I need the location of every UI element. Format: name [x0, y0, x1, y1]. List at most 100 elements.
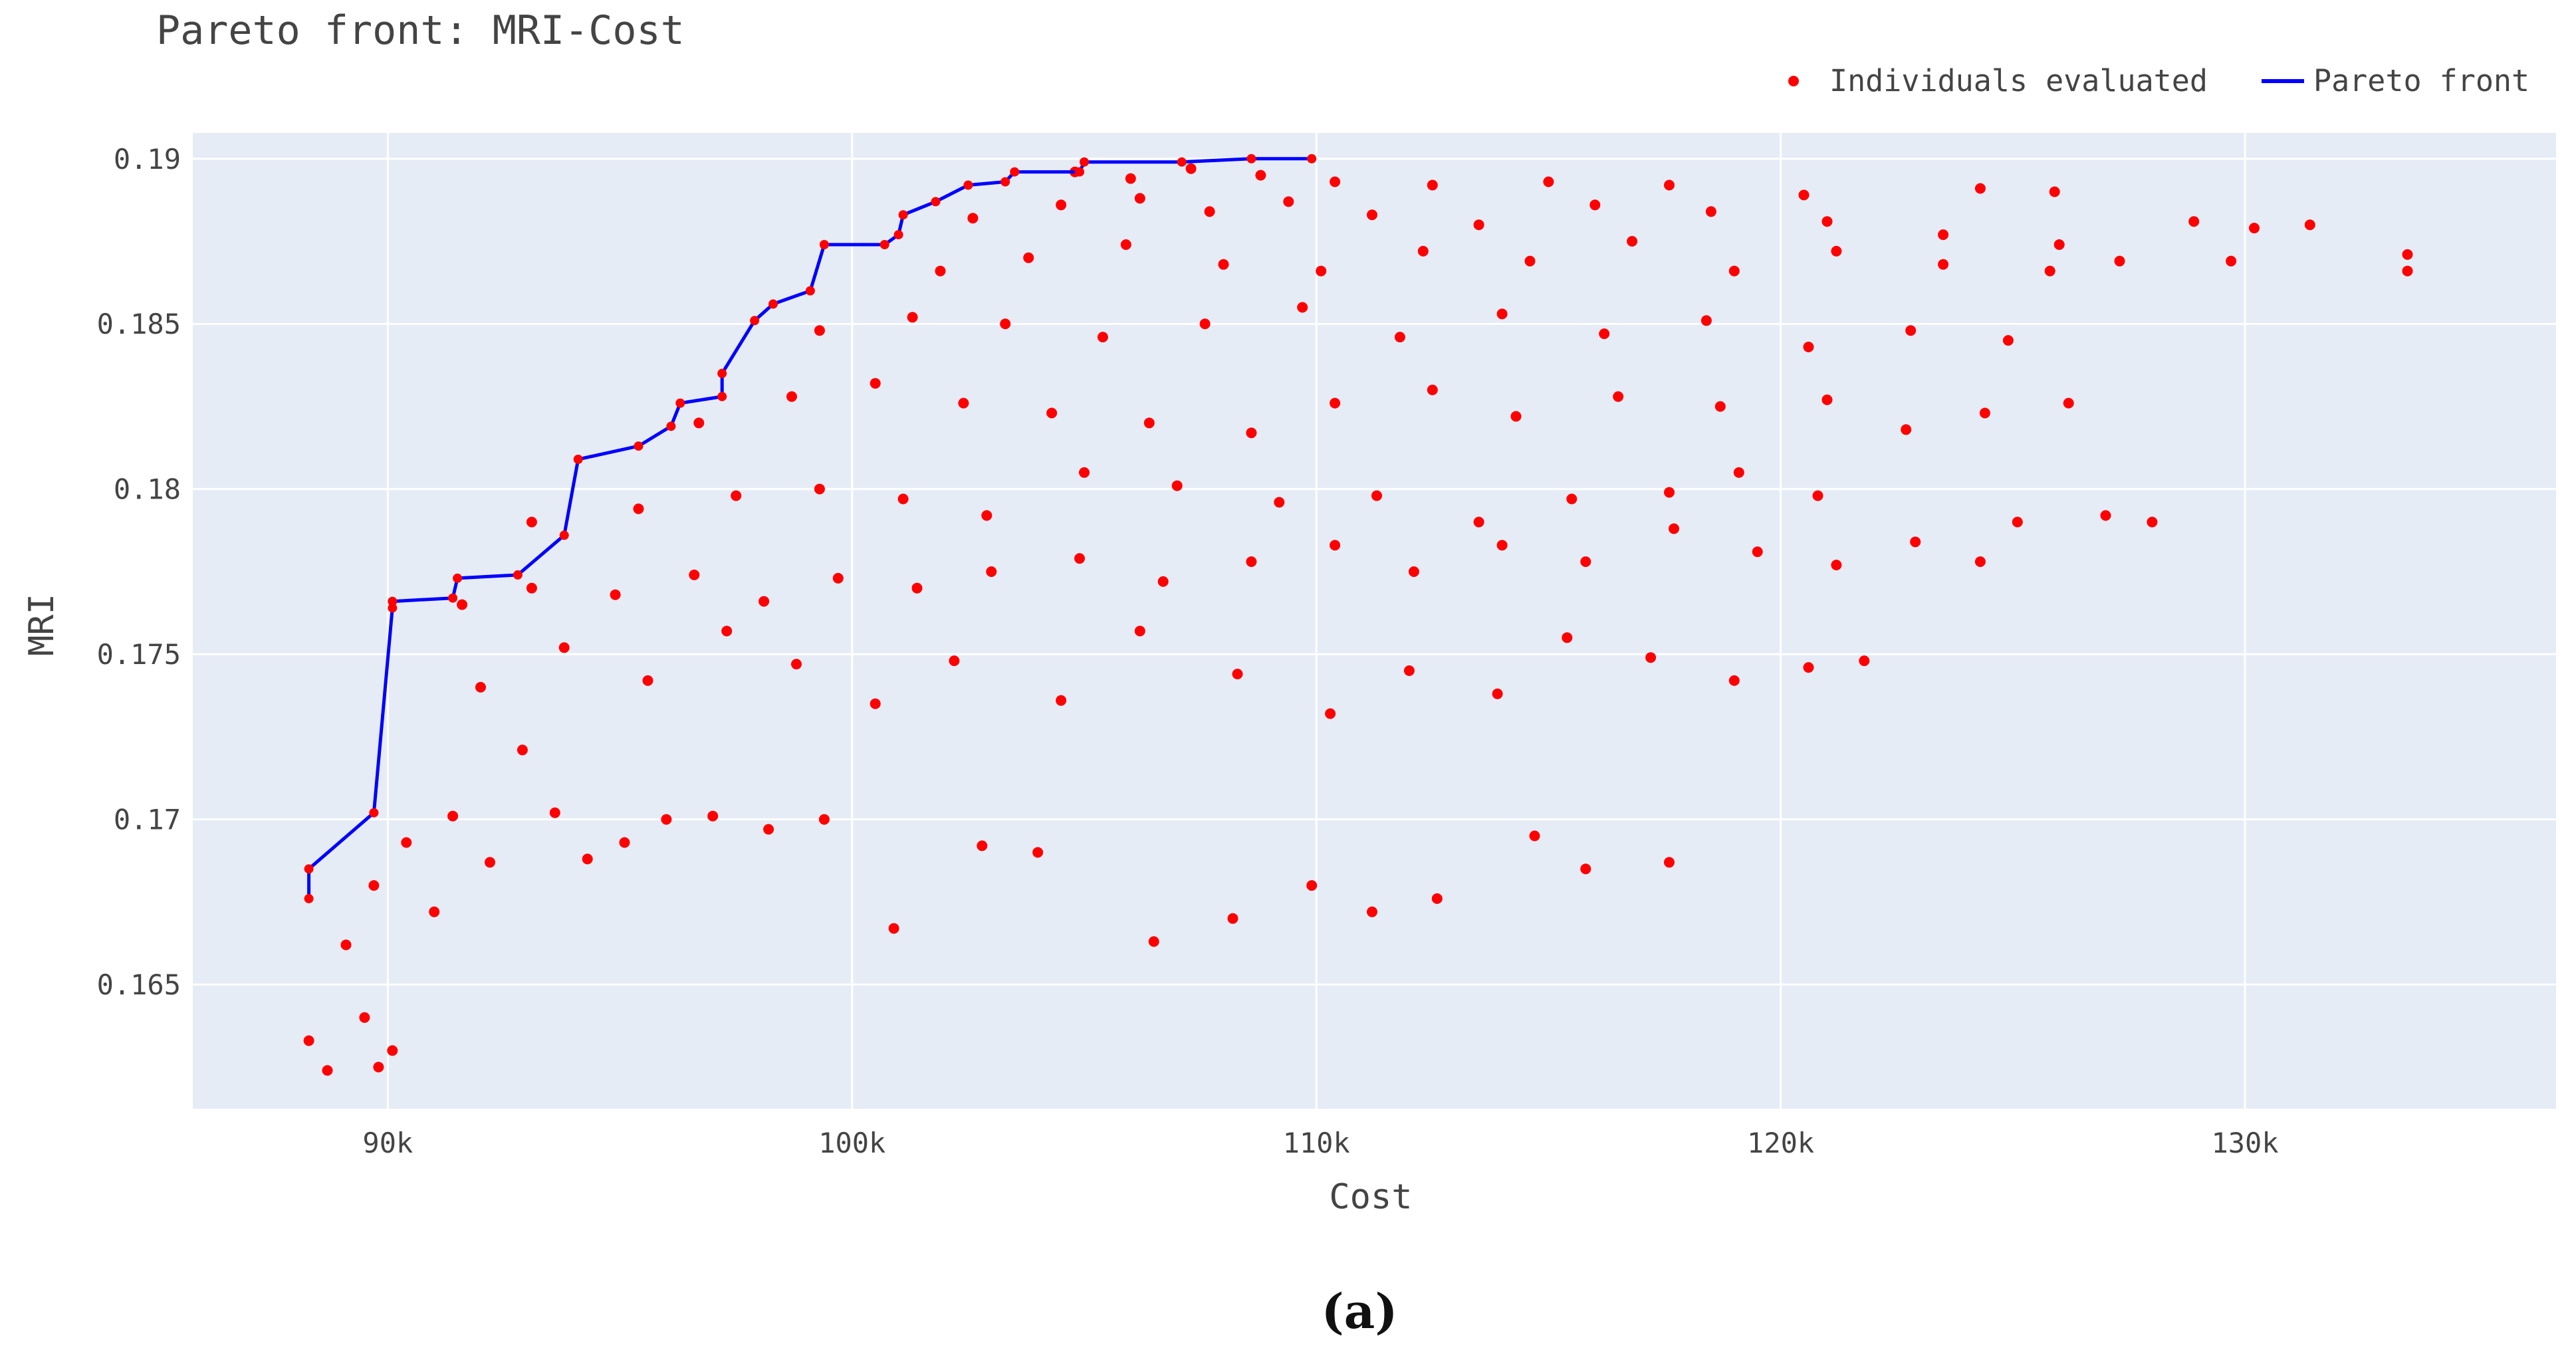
scatter-point	[1580, 556, 1591, 567]
scatter-point	[2188, 216, 2200, 227]
scatter-point	[401, 837, 412, 848]
pareto-point	[1177, 157, 1187, 167]
scatter-point	[1831, 245, 1842, 257]
scatter-point	[1645, 652, 1657, 663]
legend-scatter-marker	[1788, 76, 1799, 86]
scatter-point	[2304, 219, 2315, 231]
y-tick-label: 0.185	[97, 308, 181, 340]
scatter-point	[1905, 325, 1917, 336]
pareto-point	[1010, 167, 1020, 177]
scatter-point	[1543, 176, 1554, 187]
scatter-point	[1079, 467, 1090, 478]
scatter-point	[1120, 239, 1131, 250]
legend-pareto-label: Pareto front	[2313, 63, 2529, 98]
scatter-point	[1143, 417, 1155, 429]
scatter-point	[958, 397, 969, 409]
pareto-point	[931, 197, 941, 207]
scatter-point	[1367, 209, 1377, 221]
scatter-point	[1403, 665, 1415, 676]
scatter-point	[1056, 199, 1067, 211]
scatter-point	[693, 417, 705, 429]
scatter-point	[2063, 397, 2074, 409]
pareto-point	[388, 603, 398, 613]
scatter-point	[897, 493, 909, 505]
scatter-point	[1000, 318, 1011, 330]
y-tick-label: 0.18	[114, 473, 181, 506]
scatter-point	[1056, 695, 1067, 706]
scatter-point	[1125, 173, 1136, 184]
scatter-point	[981, 510, 993, 521]
scatter-point	[763, 824, 774, 835]
scatter-point	[1306, 880, 1318, 891]
scatter-point	[814, 483, 825, 495]
scatter-point	[1148, 936, 1159, 947]
scatter-point	[1812, 490, 1823, 501]
scatter-point	[1803, 342, 1814, 352]
scatter-point	[1316, 265, 1327, 277]
pareto-point	[893, 230, 903, 240]
scatter-point	[1938, 229, 1949, 241]
pareto-point	[666, 421, 676, 431]
scatter-point	[986, 566, 997, 577]
scatter-point	[1274, 497, 1285, 508]
pareto-point	[750, 316, 760, 326]
scatter-point	[619, 837, 630, 848]
scatter-point	[1859, 655, 1870, 667]
y-tick-label: 0.19	[114, 143, 181, 175]
scatter-point	[1367, 906, 1377, 917]
scatter-point	[791, 659, 802, 670]
scatter-point	[731, 490, 742, 501]
scatter-point	[1227, 913, 1238, 924]
scatter-point	[303, 1035, 314, 1046]
scatter-point	[1157, 576, 1169, 587]
scatter-point	[1283, 196, 1294, 207]
scatter-point	[1431, 893, 1443, 904]
y-tick-label: 0.165	[97, 968, 181, 1001]
scatter-point	[977, 840, 988, 851]
pareto-point	[559, 530, 569, 540]
scatter-point	[1496, 308, 1508, 320]
scatter-point	[1524, 255, 1536, 267]
scatter-point	[1831, 560, 1842, 570]
scatter-point	[2053, 239, 2065, 250]
scatter-point	[814, 325, 825, 336]
scatter-point	[870, 698, 881, 709]
scatter-point	[907, 312, 918, 323]
scatter-point	[549, 807, 560, 818]
scatter-point	[1218, 259, 1229, 270]
scatter-point	[475, 681, 486, 693]
scatter-point	[2012, 516, 2023, 528]
scatter-point	[1664, 857, 1675, 868]
legend[interactable]: Individuals evaluated Pareto front	[1788, 63, 2529, 98]
scatter-point	[2249, 223, 2260, 234]
scatter-point	[759, 596, 770, 607]
scatter-point	[1821, 216, 1833, 227]
scatter-point	[1714, 401, 1726, 412]
scatter-point	[1330, 540, 1341, 551]
scatter-point	[2226, 255, 2237, 267]
scatter-point	[911, 582, 923, 594]
scatter-point	[2100, 510, 2111, 521]
scatter-point	[786, 391, 797, 402]
y-tick-label: 0.175	[97, 638, 181, 671]
scatter-point	[1371, 490, 1382, 501]
pareto-point	[573, 455, 583, 464]
scatter-point	[721, 625, 733, 637]
scatter-point	[1733, 467, 1744, 478]
plot-area-background	[193, 133, 2556, 1109]
pareto-point	[717, 368, 727, 378]
x-tick-label: 100k	[818, 1127, 885, 1159]
pareto-point	[768, 299, 778, 309]
scatter-point	[2147, 516, 2158, 528]
chart-title: Pareto front: MRI-Cost	[156, 7, 685, 54]
pareto-point	[963, 180, 973, 190]
scatter-point	[1023, 252, 1034, 263]
scatter-point	[1901, 424, 1912, 435]
scatter-point	[1417, 245, 1429, 257]
scatter-point	[1589, 199, 1601, 211]
scatter-point	[1974, 183, 1986, 194]
scatter-point	[1705, 206, 1716, 217]
scatter-point	[1330, 176, 1341, 187]
